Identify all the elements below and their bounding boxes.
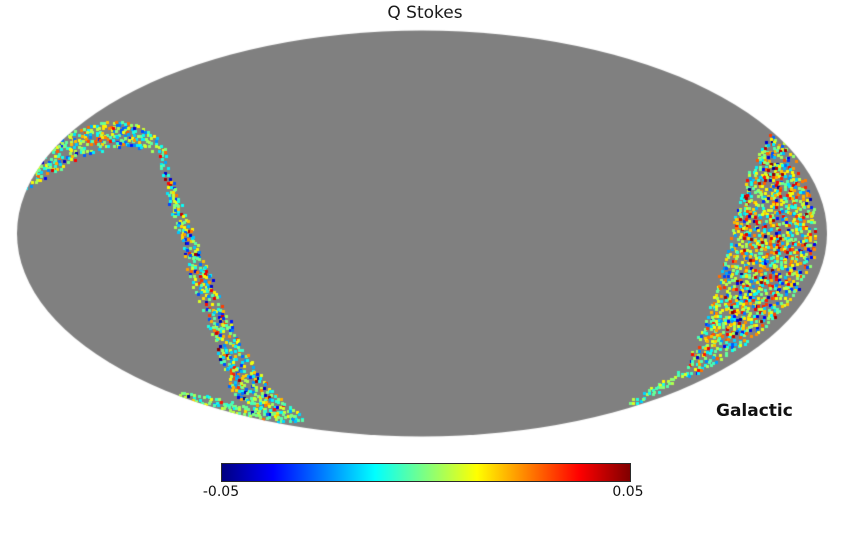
colorbar (221, 463, 631, 482)
colorbar-max-label: 0.05 (612, 484, 644, 500)
coordinate-system-label: Galactic (716, 401, 793, 421)
mollweide-sky-map-canvas (0, 0, 850, 450)
colorbar-min-label: -0.05 (202, 484, 240, 500)
